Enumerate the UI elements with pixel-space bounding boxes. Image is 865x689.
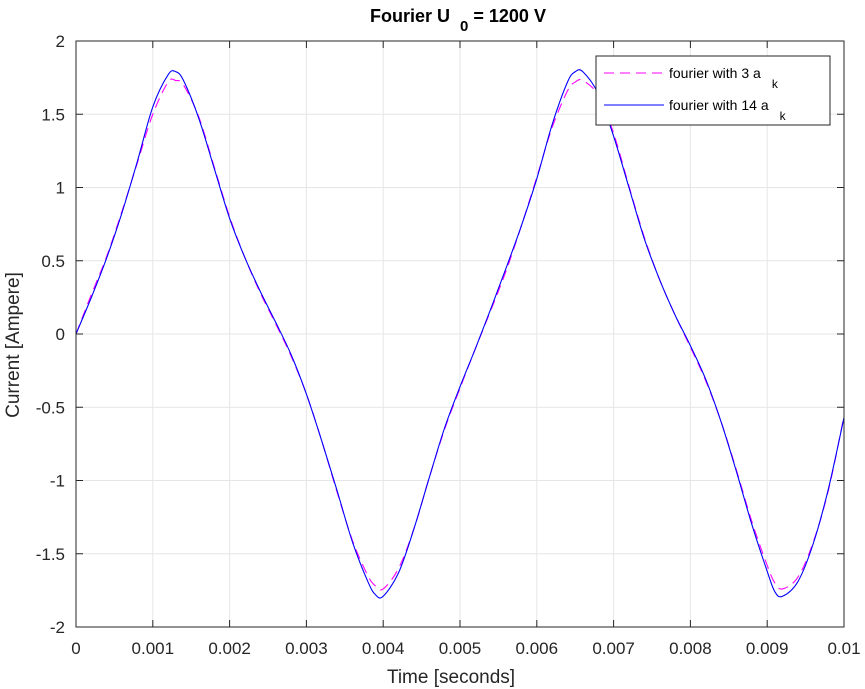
- x-tick-label: 0: [71, 639, 80, 658]
- grid-lines: [75, 40, 845, 628]
- x-tick-label: 0.004: [362, 639, 405, 658]
- y-tick-label: 0.5: [41, 252, 65, 271]
- legend-label-series-2: fourier with 14 a k: [669, 97, 787, 123]
- legend-label-series-1-text: fourier with 3 a: [669, 65, 761, 81]
- series-layer: [75, 69, 845, 599]
- legend-label-series-1-subscript: k: [772, 77, 779, 91]
- x-axis-title: Time [seconds]: [387, 667, 515, 688]
- legend-label-series-2-text: fourier with 14 a: [669, 97, 769, 113]
- x-tick-label: 0.007: [592, 639, 635, 658]
- legend-label-series-2-subscript: k: [780, 109, 787, 123]
- y-tick-label: -2: [50, 618, 65, 637]
- x-tick-label: 0.01: [827, 639, 860, 658]
- legend-box: [595, 55, 831, 126]
- y-axis-title: Current [Ampere]: [3, 272, 24, 418]
- x-tick-label: 0.002: [208, 639, 251, 658]
- x-tick-label: 0.008: [669, 639, 712, 658]
- series-line-2: [75, 69, 845, 599]
- legend-label-series-1: fourier with 3 a k: [669, 65, 779, 91]
- x-tick-label: 0.001: [132, 639, 175, 658]
- x-tick-label: 0.005: [439, 639, 482, 658]
- y-tick-label: -1: [50, 472, 65, 491]
- chart-title-main: Fourier U: [370, 6, 450, 26]
- legend: fourier with 3 ak fourier with 14 ak: [595, 55, 831, 126]
- y-tick-label: -0.5: [36, 398, 65, 417]
- x-tick-label: 0.006: [516, 639, 559, 658]
- chart-title: Fourier U 0 = 1200 V: [370, 6, 546, 35]
- chart-title-subscript: 0: [460, 18, 468, 35]
- y-tick-label: 0: [56, 325, 65, 344]
- x-tick-label: 0.009: [746, 639, 789, 658]
- chart-title-rest: = 1200 V: [468, 6, 546, 26]
- x-tick-label: 0.003: [285, 639, 328, 658]
- y-tick-label: 2: [56, 32, 65, 51]
- y-tick-label: -1.5: [36, 545, 65, 564]
- y-tick-label: 1: [56, 179, 65, 198]
- y-tick-label: 1.5: [41, 105, 65, 124]
- ticks-layer: 0 0.001 0.002 0.003 0.004 0.005 0.006 0.007 0.00…: [36, 32, 861, 658]
